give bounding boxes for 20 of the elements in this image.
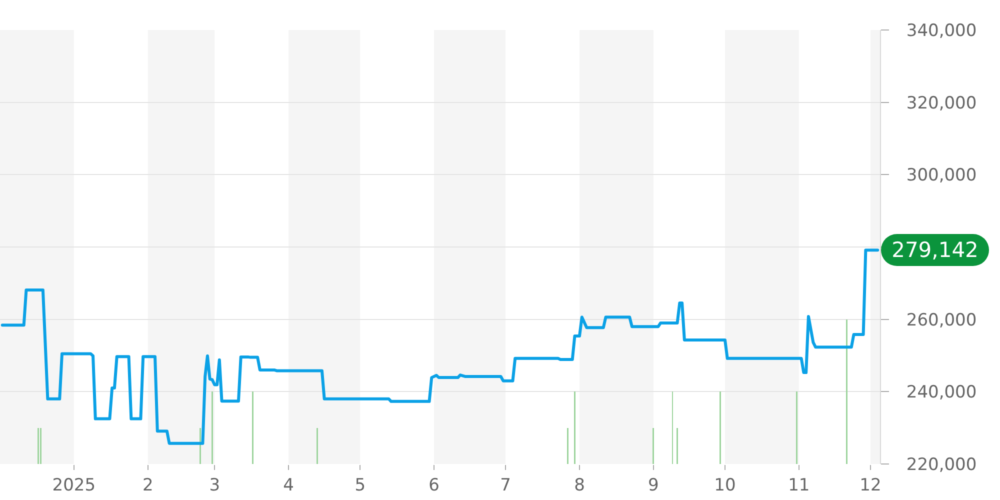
y-tick-label: 320,000 (906, 93, 977, 114)
x-tick-label: 4 (283, 475, 294, 496)
y-tick-label: 260,000 (906, 310, 977, 330)
x-tick-label: 12 (860, 475, 882, 496)
x-tick-label: 2 (142, 475, 154, 496)
y-tick-label: 300,000 (906, 166, 977, 186)
x-tick-label: 11 (788, 475, 810, 496)
y-tick-label: 240,000 (906, 382, 977, 403)
annotation: 279,142 (892, 238, 978, 262)
x-tick-label: 6 (428, 475, 440, 496)
y-tick-label: 340,000 (906, 20, 977, 41)
line-series (0, 248, 880, 445)
x-tick-label: 9 (648, 475, 659, 496)
x-tick-label: 10 (714, 475, 736, 496)
x-tick-label: 2025 (52, 475, 96, 496)
x-tick-label: 5 (354, 475, 366, 496)
x-tick-label: 3 (209, 475, 220, 496)
y-tick-label: 220,000 (906, 454, 977, 475)
x-tick-label: 7 (500, 475, 511, 496)
x-tick-label: 8 (574, 475, 585, 496)
